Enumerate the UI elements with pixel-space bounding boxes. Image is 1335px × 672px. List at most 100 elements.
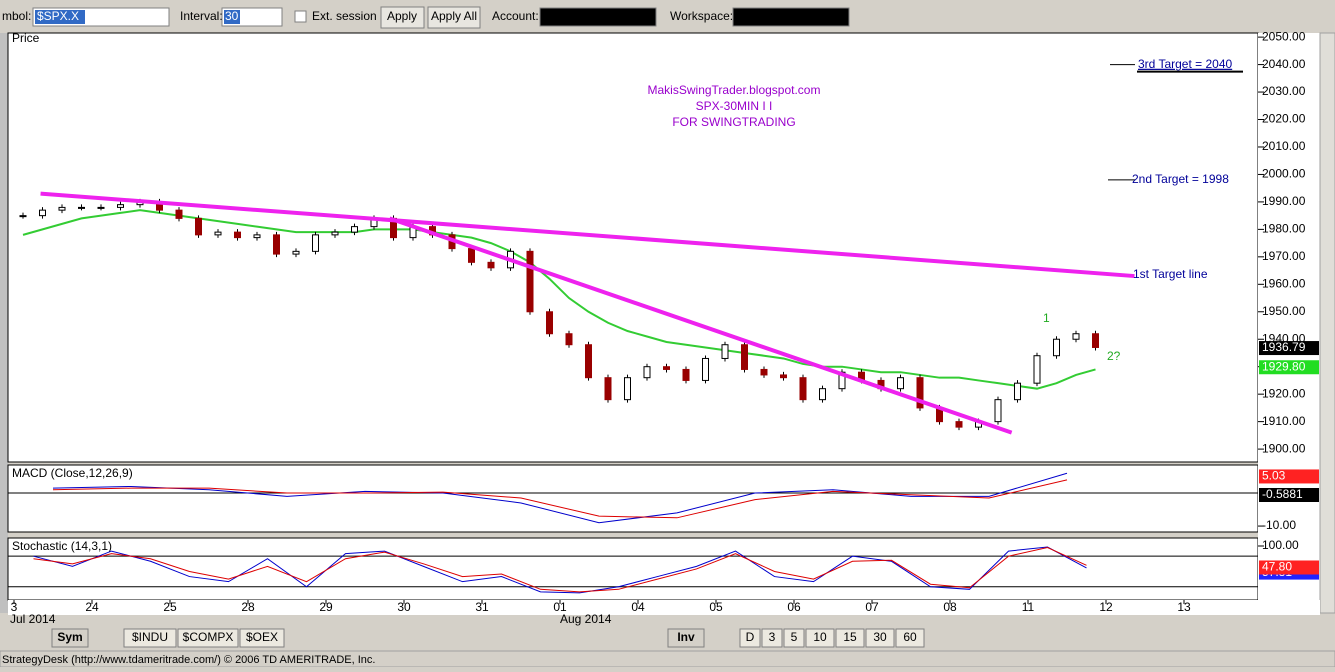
candle-body	[234, 231, 241, 239]
y-tick-label: 100.00	[1262, 538, 1299, 552]
y-tick-label: 1910.00	[1262, 414, 1306, 428]
candle-body	[702, 357, 709, 381]
tab[interactable]	[805, 628, 835, 648]
candle-body	[897, 377, 904, 390]
tab[interactable]	[895, 628, 925, 648]
candle-body	[214, 231, 222, 236]
candle-body	[760, 368, 768, 376]
workspace-field[interactable]	[732, 7, 850, 27]
candle-body	[1053, 338, 1060, 357]
x-tick-label: 04	[631, 600, 645, 614]
y-tick-label: 1920.00	[1262, 386, 1306, 400]
interval-value: 30	[225, 9, 239, 23]
tab-label: 60	[903, 630, 917, 644]
candle-body	[19, 215, 27, 218]
tab[interactable]	[667, 628, 705, 648]
chart-title: MakisSwingTrader.blogspot.com	[648, 83, 821, 97]
tab-label: 10	[813, 630, 827, 644]
candle-body	[351, 226, 358, 233]
candle-body	[1072, 333, 1080, 340]
x-tick-label: 30	[397, 600, 411, 614]
y-tick-label: 1900.00	[1262, 441, 1306, 455]
side-strip	[0, 33, 8, 613]
x-tick-label: 06	[787, 600, 801, 614]
trend-line	[388, 216, 1013, 435]
candle-body	[819, 388, 826, 401]
apply-button[interactable]	[380, 6, 425, 29]
candle-body	[1092, 333, 1099, 348]
scrollbar[interactable]	[1319, 32, 1335, 614]
ext-checkbox[interactable]	[294, 10, 307, 23]
symbol-label: mbol:	[2, 9, 31, 23]
chart-title: FOR SWINGTRADING	[672, 115, 795, 129]
candle-body	[292, 250, 300, 255]
tab[interactable]	[783, 628, 805, 648]
candle-body	[624, 377, 631, 401]
candle-body	[799, 377, 807, 401]
y-tick-label: 2010.00	[1262, 139, 1306, 153]
price-box	[1259, 469, 1319, 484]
month-label: Aug 2014	[560, 612, 612, 626]
tab[interactable]	[739, 628, 761, 648]
candle-body	[1014, 382, 1021, 401]
panel-label: MACD (Close,12,26,9)	[12, 466, 133, 480]
candle-body	[312, 234, 319, 252]
candle-body	[78, 206, 85, 209]
x-tick-label: 3	[11, 600, 18, 614]
x-tick-label: 25	[163, 600, 177, 614]
price-box-label: -0.5881	[1262, 487, 1303, 501]
candle-body	[39, 209, 46, 217]
x-tick-label: 31	[475, 600, 489, 614]
candle-body	[175, 209, 183, 219]
chart-title: SPX-30MIN I I	[696, 99, 773, 113]
stoch-d	[33, 547, 1087, 593]
y-tick-label: 1960.00	[1262, 276, 1306, 290]
wave-label: 1	[1043, 311, 1050, 325]
candle-body	[663, 366, 670, 370]
candle-body	[565, 333, 573, 346]
tab[interactable]	[51, 628, 89, 648]
tab[interactable]	[761, 628, 783, 648]
apply-all-button[interactable]	[427, 6, 481, 29]
tab[interactable]	[865, 628, 895, 648]
account-field[interactable]	[539, 7, 657, 27]
tab[interactable]	[835, 628, 865, 648]
x-tick-label: 28	[241, 600, 255, 614]
y-tick-label: 1950.00	[1262, 304, 1306, 318]
tab-label: D	[746, 630, 755, 644]
apply-all-text: Apply All	[431, 9, 477, 23]
tab-label: $COMPX	[183, 630, 234, 644]
y-tick-label: 1970.00	[1262, 249, 1306, 263]
price-box-label: 47.80	[1262, 560, 1292, 574]
x-tick-label: 13	[1177, 600, 1191, 614]
stoch-panel	[7, 537, 1259, 601]
candle-body	[916, 377, 924, 409]
y-tick-label: 1980.00	[1262, 222, 1306, 236]
y-tick-label: 2000.00	[1262, 167, 1306, 181]
tab[interactable]	[123, 628, 177, 648]
panel-label: Price	[12, 31, 40, 45]
candle-body	[1033, 355, 1041, 384]
interval-highlight	[224, 10, 240, 24]
signal-line	[52, 479, 1068, 519]
x-tick-label: 24	[85, 600, 99, 614]
candle-body	[682, 368, 690, 381]
wave-label: 2?	[1107, 349, 1121, 363]
tab[interactable]	[239, 628, 285, 648]
candle-body	[526, 250, 534, 313]
price-box	[1259, 487, 1319, 502]
tab-label: 5	[791, 630, 798, 644]
candle-body	[253, 234, 261, 239]
candle-body	[994, 399, 1002, 423]
target-label: 2nd Target = 1998	[1132, 172, 1229, 186]
tab[interactable]	[177, 628, 239, 648]
price-box-label: 1929.80	[1262, 359, 1306, 373]
x-tick-label: 29	[319, 600, 333, 614]
symbol-highlight	[35, 10, 85, 24]
tab-label: Inv	[677, 630, 695, 644]
candle-body	[487, 261, 495, 269]
macd-line	[52, 472, 1068, 524]
y-tick-label: 1990.00	[1262, 194, 1306, 208]
candle-body	[721, 344, 729, 359]
